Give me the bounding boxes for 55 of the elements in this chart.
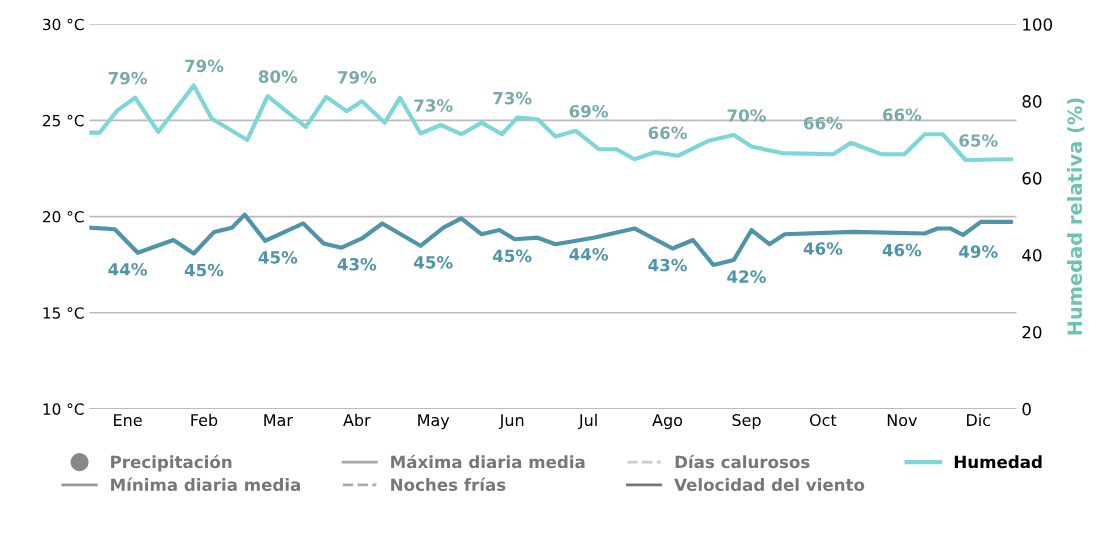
x-tick-label: Sep xyxy=(732,414,761,430)
legend-label: Velocidad del viento xyxy=(674,478,865,492)
x-tick-label: Jun xyxy=(498,414,524,430)
annotation: 79% xyxy=(185,59,224,73)
annotation: 70% xyxy=(727,109,766,122)
annotation: 45% xyxy=(414,256,453,269)
y2-tick-label: 60 xyxy=(1022,172,1042,185)
legend-label: Noches frías xyxy=(391,477,506,492)
annotation: 69% xyxy=(569,104,608,118)
y2-axis-title: Humedad relativa (%) xyxy=(1067,98,1085,335)
annotation: 45% xyxy=(184,263,224,277)
y2-tick-label: 40 xyxy=(1022,248,1042,262)
annotation: 44% xyxy=(108,262,147,276)
annotation: 46% xyxy=(803,242,843,255)
legend-label: Días calurosos xyxy=(675,454,810,469)
annotation: 43% xyxy=(337,257,377,271)
y-tick-label: 25 °C xyxy=(43,114,84,127)
y2-tick-label: 80 xyxy=(1022,95,1042,108)
y-tick-label: 30 °C xyxy=(43,18,84,31)
annotation: 44% xyxy=(569,247,608,261)
annotation: 43% xyxy=(648,258,687,272)
annotation: 66% xyxy=(648,126,687,140)
x-tick-label: May xyxy=(418,414,450,430)
x-tick-label: Dic xyxy=(967,413,991,427)
x-tick-label: Oct xyxy=(809,414,837,427)
annotation: 66% xyxy=(882,108,922,122)
annotation: 66% xyxy=(803,116,843,130)
annotation: 73% xyxy=(414,99,453,112)
y2-tick-label: 100 xyxy=(1023,18,1053,31)
y-tick-label: 20 °C xyxy=(43,211,84,223)
y2-tick-label: 20 xyxy=(1022,325,1042,339)
x-tick-label: Abr xyxy=(343,413,371,427)
annotation: 45% xyxy=(492,249,532,263)
x-tick-label: Ene xyxy=(114,414,142,427)
legend-label: Mínima diaria media xyxy=(111,477,300,492)
y2-tick-label: 0 xyxy=(1022,402,1031,416)
x-tick-label: Mar xyxy=(264,414,293,427)
x-tick-label: Nov xyxy=(887,414,917,427)
annotation: 49% xyxy=(959,245,998,258)
x-tick-label: Jul xyxy=(578,413,597,430)
y-tick-label: 15 °C xyxy=(43,307,84,319)
y-tick-label: 10 °C xyxy=(43,403,84,415)
legend-label: Precipitación xyxy=(111,454,232,472)
annotation: 73% xyxy=(493,91,532,105)
annotation: 79% xyxy=(337,71,377,84)
x-tick-label: Feb xyxy=(191,413,218,427)
annotation: 45% xyxy=(258,251,298,264)
annotation: 46% xyxy=(882,243,922,257)
annotation: 42% xyxy=(727,270,766,283)
annotation: 79% xyxy=(108,71,147,85)
legend-label: Máxima diaria media xyxy=(391,454,585,469)
annotation: 80% xyxy=(258,70,298,83)
legend-label: Humedad xyxy=(954,455,1042,469)
x-tick-label: Ago xyxy=(652,414,683,430)
annotation: 65% xyxy=(959,134,998,147)
